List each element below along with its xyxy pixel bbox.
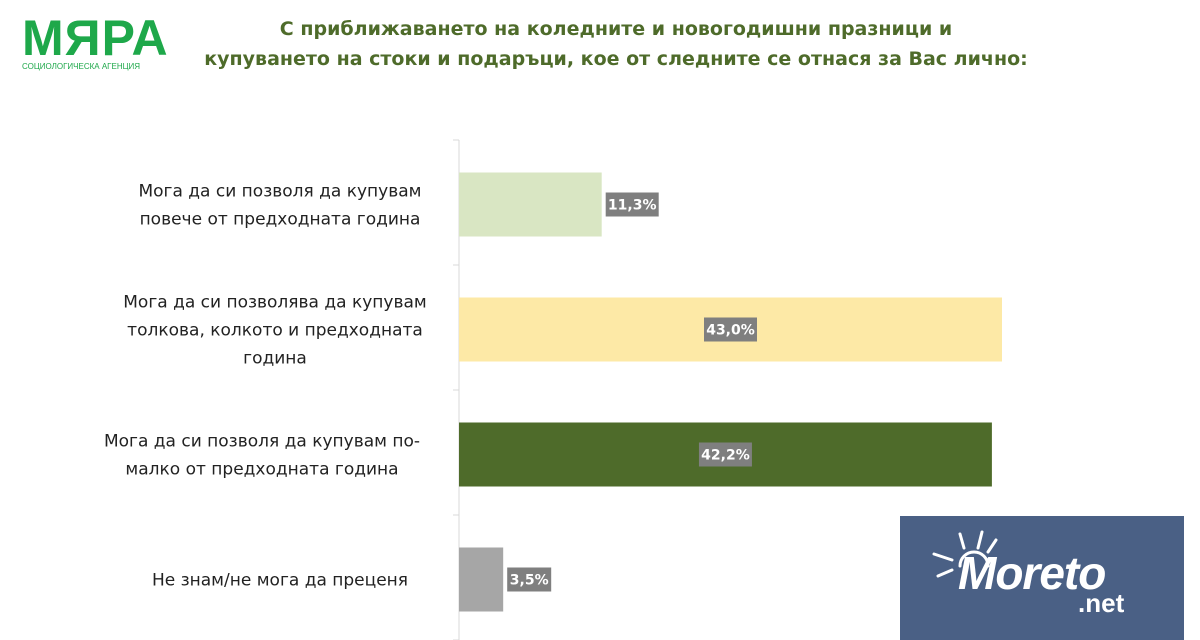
data-label-box <box>605 192 659 217</box>
bar <box>459 172 602 237</box>
data-label: 42,2% <box>701 448 750 464</box>
data-label-box <box>704 317 757 342</box>
moreto-watermark: Moreto .net <box>900 516 1184 640</box>
myara-logo: МЯРА СОЦИОЛОГИЧЕСКА АГЕНЦИЯ <box>22 10 172 71</box>
data-label-box <box>698 442 752 467</box>
logo-subtitle: СОЦИОЛОГИЧЕСКА АГЕНЦИЯ <box>22 62 141 71</box>
data-label-box <box>507 567 552 592</box>
category-label: Мога да си позволя да купувам по- <box>104 432 420 452</box>
category-label: Не знам/не мога да преценя <box>152 571 408 591</box>
chart-title: С приближаването на коледните и новогоди… <box>176 14 1056 74</box>
watermark-text: Moreto <box>958 547 1106 599</box>
sun-icon <box>932 530 998 578</box>
title-line-2: купуването на стоки и подаръци, кое от с… <box>204 48 1028 70</box>
category-label: малко от предходната година <box>125 460 398 480</box>
data-label: 3,5% <box>510 573 549 589</box>
logo-name: МЯРА <box>22 10 169 66</box>
title-line-1: С приближаването на коледните и новогоди… <box>279 18 953 40</box>
watermark-suffix: .net <box>1078 588 1125 618</box>
category-label: Мога да си позволя да купувам <box>138 182 421 202</box>
data-label: 11,3% <box>608 198 657 214</box>
data-label: 43,0% <box>706 323 755 339</box>
category-label: повече от предходната година <box>140 210 421 230</box>
category-label: година <box>243 349 307 369</box>
category-label: толкова, колкото и предходната <box>127 321 423 341</box>
category-label: Мога да си позволява да купувам <box>123 293 426 313</box>
bar <box>459 547 504 612</box>
